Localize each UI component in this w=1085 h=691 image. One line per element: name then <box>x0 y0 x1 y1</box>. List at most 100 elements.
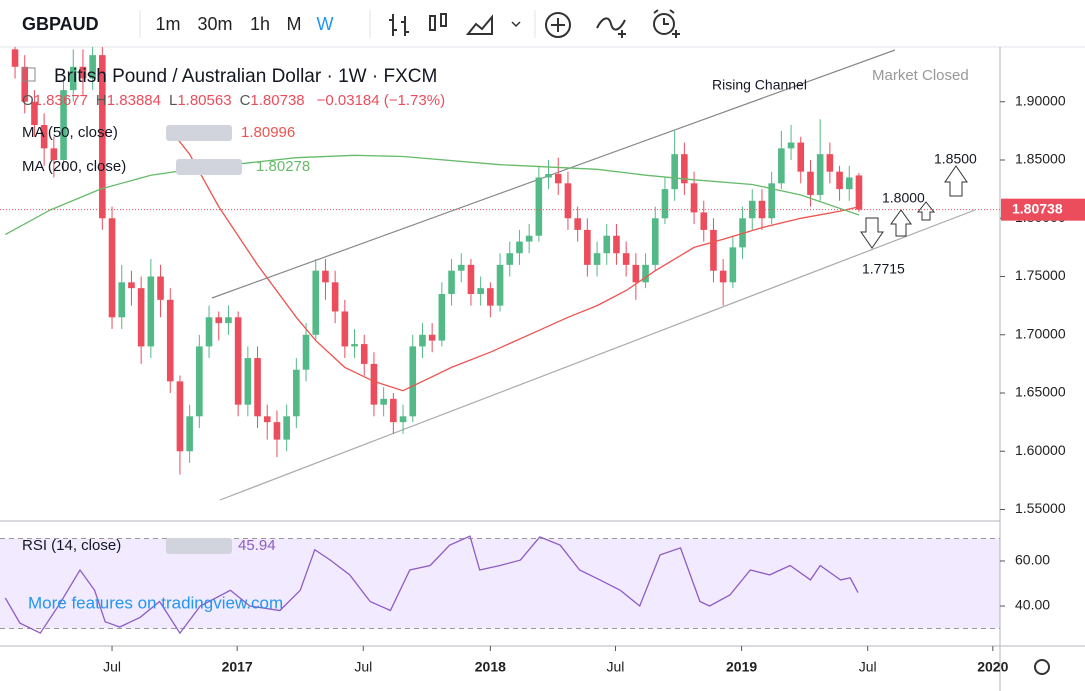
x-tick-label: 2017 <box>222 659 253 675</box>
indicator-controls[interactable] <box>166 125 232 141</box>
candle-body <box>855 175 863 210</box>
axes: 1.900001.850001.800001.750001.700001.650… <box>103 92 1085 675</box>
timeframe[interactable]: M <box>287 14 302 34</box>
promo[interactable]: More features on tradingview.com <box>28 593 283 612</box>
candle-body <box>186 416 193 452</box>
candle-body <box>622 253 630 265</box>
candle-body <box>302 334 310 370</box>
candle-body <box>642 264 649 283</box>
candle-body <box>50 148 58 161</box>
candle-body <box>836 171 843 190</box>
candle-body <box>496 264 504 306</box>
candle-body <box>196 346 203 417</box>
indicator-name: MA (50, close) <box>22 124 118 141</box>
ohlc-value: 1.83884 <box>107 92 161 109</box>
candle-body <box>477 288 484 294</box>
ohlc-value: 1.80563 <box>177 92 231 109</box>
candle-body <box>778 148 785 184</box>
annotation: 1.8000 <box>882 190 925 206</box>
candle-body <box>244 358 252 405</box>
candle-body <box>60 90 67 161</box>
candle-body <box>205 317 213 347</box>
ohlc-key: O <box>22 92 34 109</box>
candle-body <box>225 317 232 324</box>
change: −0.03184 (−1.73%) <box>317 92 445 109</box>
candle-body <box>690 183 698 213</box>
collapse-icon[interactable] <box>21 67 36 82</box>
arrows <box>860 165 968 249</box>
x-tick-label: 2020 <box>977 659 1008 675</box>
last-price-box <box>1001 198 1085 221</box>
candle-body <box>525 235 533 242</box>
candle-body <box>651 218 659 265</box>
settings-icon[interactable] <box>1034 659 1050 675</box>
candle-body <box>613 235 620 254</box>
y-tick-label: 1.75000 <box>1015 267 1066 283</box>
candle-body <box>826 154 834 172</box>
y-tick-label: 1.70000 <box>1015 325 1066 341</box>
candle-body <box>11 49 19 67</box>
candle-body <box>399 416 407 423</box>
last-price-label: 1.80738 <box>1012 200 1063 216</box>
candle-body <box>331 282 339 312</box>
candle-body <box>545 173 552 178</box>
candle-body <box>137 288 145 347</box>
candle-body <box>564 183 572 219</box>
price-pane: Rising Channel 1.8500 1.8000 1.7715 <box>0 47 1000 501</box>
chart-type-icons[interactable] <box>389 13 521 36</box>
x-tick-label: 2018 <box>475 659 506 675</box>
candle-body <box>360 344 368 364</box>
candle-body <box>118 282 126 318</box>
candle-body <box>273 422 281 440</box>
timeframe[interactable]: 30m <box>197 14 232 34</box>
rsi-pane <box>0 535 1000 635</box>
candle-body <box>574 218 581 230</box>
moving-average <box>4 154 860 236</box>
candle-body <box>234 317 242 405</box>
candle-body <box>128 282 135 289</box>
x-tick-label: 2019 <box>726 659 757 675</box>
indicator-name: RSI (14, close) <box>22 537 121 554</box>
indicator-icons[interactable] <box>545 9 680 38</box>
candle-body <box>176 381 184 452</box>
annotation: Rising Channel <box>712 77 807 93</box>
legend: British Pound / Australian Dollar · 1W ·… <box>21 66 1050 675</box>
rsi-band <box>0 538 1000 629</box>
ohlc-key: H <box>96 92 107 109</box>
timeframe[interactable]: 1h <box>250 14 270 34</box>
ohlc-value: 1.83677 <box>34 92 88 109</box>
candle-body <box>632 264 640 283</box>
ohlc-key: C <box>240 92 251 109</box>
candle-body <box>166 299 174 382</box>
candle-body <box>816 154 824 195</box>
candle-body <box>351 344 358 347</box>
candle-body <box>457 264 465 271</box>
timeframe[interactable]: 1m <box>155 14 180 34</box>
candle-body <box>603 235 611 254</box>
y-tick-label: 40.00 <box>1015 597 1050 613</box>
y-tick-label: 1.90000 <box>1015 92 1066 108</box>
toolbar: GBPAUD 1m 30m 1h M W <box>22 9 680 38</box>
indicator-controls[interactable] <box>176 159 242 175</box>
candle-body <box>719 270 727 283</box>
channel-upper <box>211 49 896 299</box>
candle-body <box>254 358 261 417</box>
candle-body <box>312 270 320 335</box>
candle-body <box>409 346 417 417</box>
candle-body <box>593 253 601 265</box>
candle-body <box>554 173 562 184</box>
rsi-line <box>4 535 859 635</box>
candle-body <box>370 363 378 405</box>
ohlc-values: O1.83677 H1.83884 L1.80563 C1.80738 −0.03184… <box>22 92 445 109</box>
timeframe[interactable]: W <box>317 14 334 34</box>
candle-body <box>768 183 775 219</box>
x-tick-label: Jul <box>607 659 625 675</box>
candle-body <box>108 218 116 318</box>
annotation: 1.7715 <box>862 261 905 277</box>
symbol-title: British Pound / Australian Dollar · 1W ·… <box>54 66 437 87</box>
symbol[interactable]: GBPAUD <box>22 14 99 34</box>
indicator-controls[interactable] <box>166 538 232 554</box>
candle-body <box>322 270 329 283</box>
candle-body <box>729 247 737 283</box>
